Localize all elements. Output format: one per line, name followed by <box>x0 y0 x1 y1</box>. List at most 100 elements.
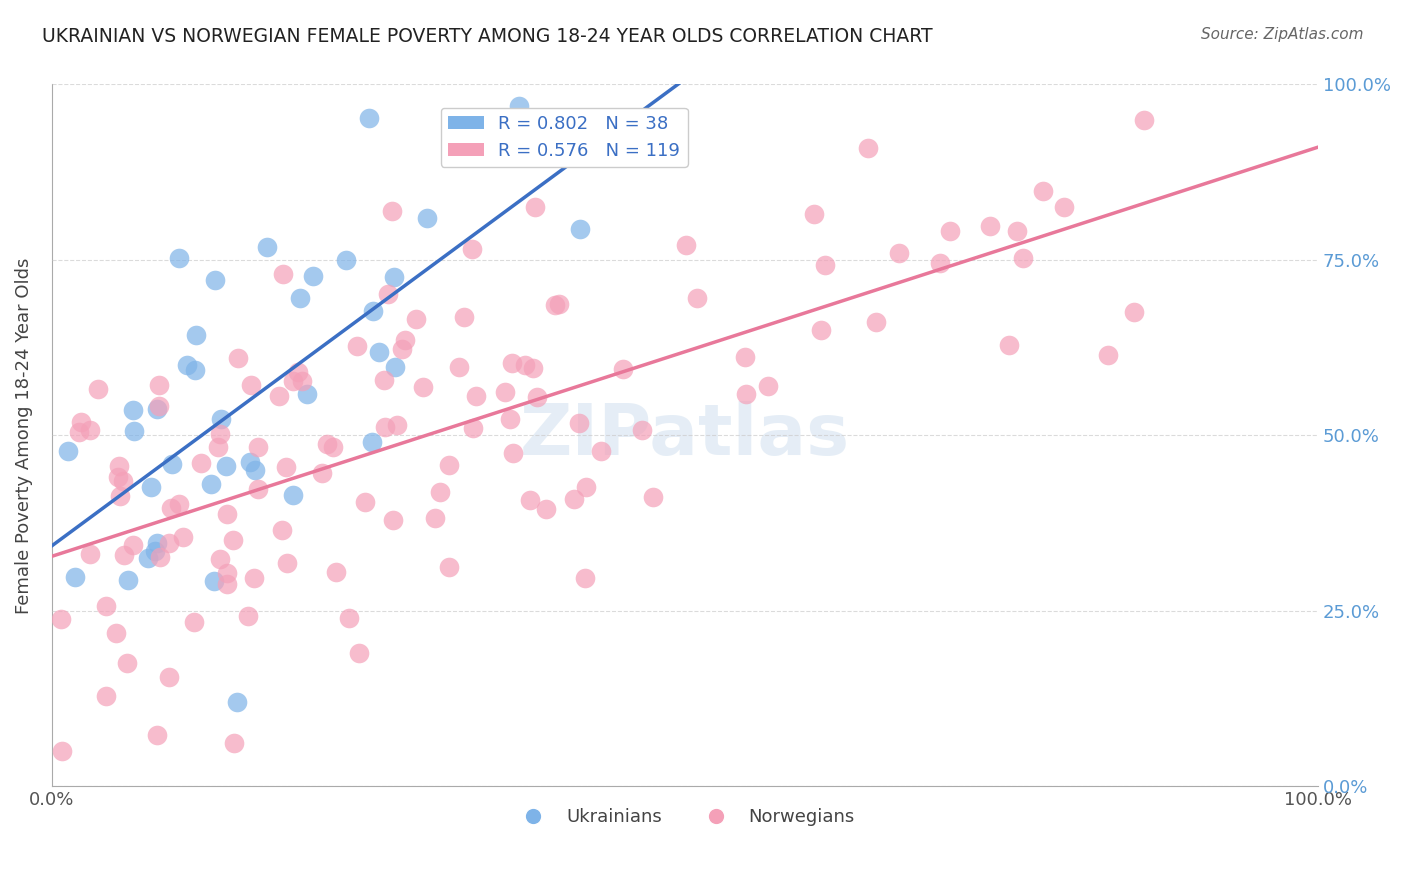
Point <box>499 412 522 426</box>
Y-axis label: Female Poverty Among 18-24 Year Olds: Female Poverty Among 18-24 Year Olds <box>15 257 32 614</box>
Point <box>157 536 180 550</box>
Point <box>675 238 697 252</box>
Point <box>115 656 138 670</box>
Point <box>224 736 246 750</box>
Point <box>122 538 145 552</box>
Point <box>1011 252 1033 266</box>
Point <box>94 599 117 613</box>
Point <box>643 490 665 504</box>
Point <box>1032 184 1054 198</box>
Point <box>997 338 1019 352</box>
Point <box>226 351 249 365</box>
Point <box>283 374 305 388</box>
Point <box>160 458 183 472</box>
Point <box>184 363 207 377</box>
Point <box>124 424 146 438</box>
Point <box>453 310 475 324</box>
Point <box>447 359 470 374</box>
Point <box>502 446 524 460</box>
Point <box>290 291 312 305</box>
Point <box>381 513 404 527</box>
Point <box>176 358 198 372</box>
Point <box>122 402 145 417</box>
Point <box>412 380 434 394</box>
Point <box>167 251 190 265</box>
Text: UKRAINIAN VS NORWEGIAN FEMALE POVERTY AMONG 18-24 YEAR OLDS CORRELATION CHART: UKRAINIAN VS NORWEGIAN FEMALE POVERTY AM… <box>42 27 932 45</box>
Point <box>569 222 592 236</box>
Point <box>734 350 756 364</box>
Point <box>51 744 73 758</box>
Point <box>297 387 319 401</box>
Point <box>464 389 486 403</box>
Point <box>574 571 596 585</box>
Point <box>239 378 262 392</box>
Point <box>501 356 523 370</box>
Point <box>416 211 439 225</box>
Point <box>544 298 567 312</box>
Point <box>568 417 591 431</box>
Point <box>69 415 91 429</box>
Point <box>190 456 212 470</box>
Point <box>322 440 344 454</box>
Point <box>311 466 333 480</box>
Point <box>112 474 135 488</box>
Point <box>217 566 239 580</box>
Point <box>391 342 413 356</box>
Point <box>243 463 266 477</box>
Point <box>112 549 135 563</box>
Point <box>347 646 370 660</box>
Point <box>515 359 537 373</box>
Point <box>756 378 779 392</box>
Point <box>1123 305 1146 319</box>
Point <box>146 402 169 417</box>
Point <box>889 246 911 260</box>
Point <box>208 427 231 442</box>
Text: Source: ZipAtlas.com: Source: ZipAtlas.com <box>1201 27 1364 42</box>
Point <box>685 291 707 305</box>
Point <box>67 425 90 439</box>
Point <box>104 626 127 640</box>
Point <box>524 200 547 214</box>
Point <box>810 323 832 337</box>
Point <box>437 458 460 473</box>
Point <box>534 501 557 516</box>
Point <box>367 345 389 359</box>
Point <box>337 611 360 625</box>
Point <box>146 536 169 550</box>
Point <box>271 523 294 537</box>
Point <box>381 204 404 219</box>
Point <box>117 573 139 587</box>
Point <box>96 689 118 703</box>
Point <box>856 141 879 155</box>
Point <box>373 373 395 387</box>
Point <box>247 483 270 497</box>
Point <box>494 384 516 399</box>
Point <box>215 458 238 473</box>
Point <box>335 253 357 268</box>
Point <box>353 495 375 509</box>
Point <box>405 311 427 326</box>
Point <box>461 243 484 257</box>
Point <box>437 560 460 574</box>
Point <box>86 382 108 396</box>
Point <box>519 492 541 507</box>
Point <box>217 577 239 591</box>
Point <box>929 256 952 270</box>
Point <box>79 424 101 438</box>
Point <box>346 339 368 353</box>
Point <box>315 437 337 451</box>
Point <box>226 695 249 709</box>
Point <box>157 670 180 684</box>
Point <box>56 444 79 458</box>
Point <box>208 551 231 566</box>
Point <box>146 728 169 742</box>
Point <box>574 480 596 494</box>
Point <box>429 485 451 500</box>
Point <box>361 304 384 318</box>
Point <box>200 477 222 491</box>
Point <box>522 361 544 376</box>
Point <box>209 412 232 426</box>
Point <box>183 615 205 629</box>
Point <box>242 571 264 585</box>
Point <box>267 389 290 403</box>
